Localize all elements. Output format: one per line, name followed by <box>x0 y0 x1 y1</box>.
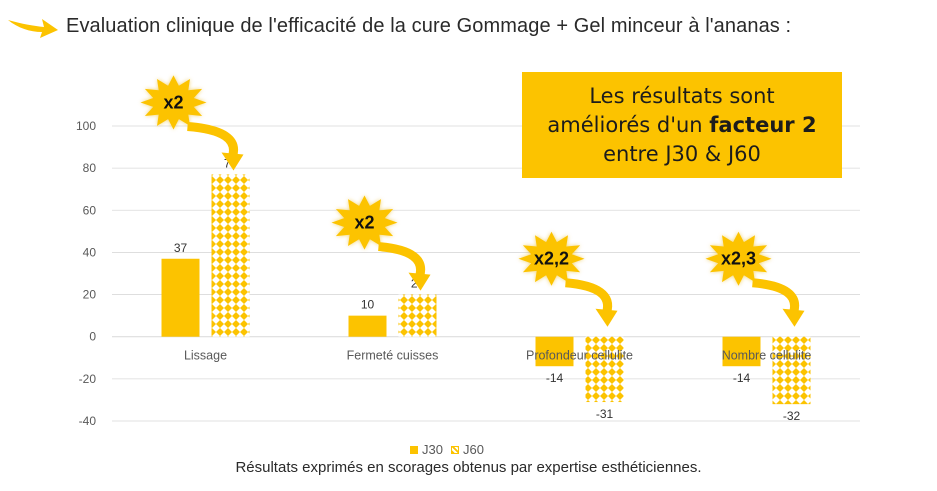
curved-arrow <box>752 278 800 315</box>
legend-label-j30: J30 <box>422 442 443 457</box>
curved-arrow <box>187 121 239 158</box>
y-tick-label: 60 <box>83 203 97 217</box>
legend-swatch-j30 <box>410 445 418 454</box>
callout-highlight: facteur 2 <box>709 112 817 137</box>
data-label: -14 <box>733 371 751 385</box>
bar-j30 <box>348 315 387 337</box>
multiplier-label: x2 <box>354 213 374 233</box>
bar-j60 <box>772 336 811 405</box>
arrow-head-icon <box>595 308 618 327</box>
chart-legend: J30 J60 <box>410 442 484 457</box>
bar-j60 <box>398 294 437 337</box>
y-tick-label: -20 <box>79 372 97 386</box>
multiplier-label: x2 <box>163 92 183 112</box>
y-tick-label: 20 <box>83 288 97 302</box>
y-tick-label: 100 <box>76 119 96 133</box>
arrow-head-icon <box>782 308 805 327</box>
multiplier-label: x2,2 <box>534 249 569 269</box>
x-tick-label: Fermeté cuisses <box>347 349 439 363</box>
footnote: Résultats exprimés en scorages obtenus p… <box>235 459 702 476</box>
starburst-badge <box>518 231 585 286</box>
callout-line-2: améliorés d'un facteur 2 <box>547 111 816 140</box>
callout-line-3: entre J30 & J60 <box>603 141 761 166</box>
arrow-icon <box>8 19 58 38</box>
bar-j30 <box>161 258 200 337</box>
data-label: -31 <box>596 407 614 421</box>
legend-swatch-j60 <box>450 445 459 454</box>
bar-j60 <box>211 174 250 337</box>
bar-j30 <box>535 336 574 367</box>
y-tick-label: 40 <box>83 245 97 259</box>
multiplier-label: x2,3 <box>721 249 756 269</box>
bar-j30 <box>722 336 761 367</box>
result-callout: Les résultats sont améliorés d'un facteu… <box>522 72 842 178</box>
arrow-head-icon <box>221 152 244 171</box>
page-title: Evaluation clinique de l'efficacité de l… <box>66 14 792 37</box>
legend-label-j60: J60 <box>462 442 484 457</box>
starburst-badge <box>331 195 398 250</box>
y-tick-label: 0 <box>89 330 96 344</box>
curved-arrow <box>378 242 426 278</box>
callout-line-1: Les résultats sont <box>589 83 775 108</box>
y-tick-label: -40 <box>79 414 97 428</box>
y-tick-label: 80 <box>83 161 97 175</box>
arrow-head-icon <box>408 272 431 291</box>
data-label: -14 <box>546 371 564 385</box>
title-row: Evaluation clinique de l'efficacité de l… <box>6 8 791 44</box>
bar-j60 <box>585 336 624 403</box>
x-tick-label: Lissage <box>184 349 227 363</box>
data-label: 10 <box>361 298 375 312</box>
data-label: -32 <box>783 409 801 423</box>
data-label: 37 <box>174 241 188 255</box>
callout-line-2-text: améliorés d'un <box>547 112 710 137</box>
x-tick-label: Nombre cellulite <box>722 349 812 363</box>
starburst-badge <box>705 231 772 286</box>
starburst-badge <box>140 75 207 130</box>
x-tick-label: Profondeur cellulite <box>526 349 633 363</box>
curved-arrow <box>565 278 613 315</box>
